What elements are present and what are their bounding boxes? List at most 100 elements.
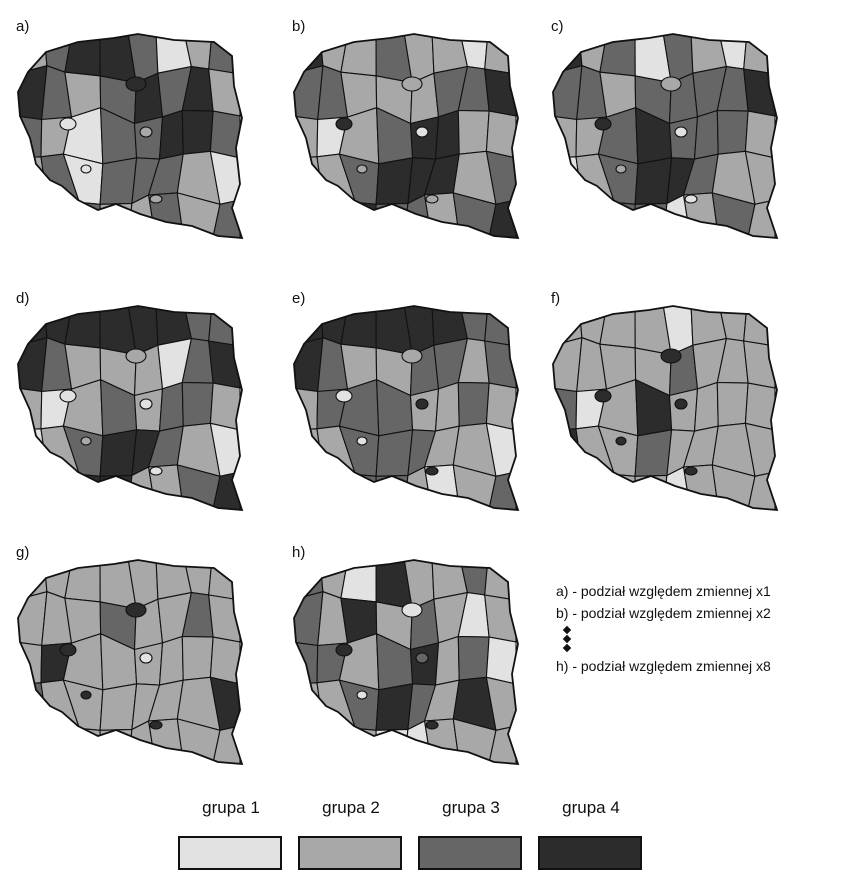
panel-label-d: d) xyxy=(14,290,32,307)
region-c-33 xyxy=(578,196,616,238)
map-d-svg xyxy=(17,305,244,512)
region-a-33 xyxy=(43,196,81,238)
panel-label-h: h) xyxy=(290,544,308,561)
country-outline-e xyxy=(293,305,520,512)
legend-swatch xyxy=(538,836,642,870)
map-panel-b: b) xyxy=(282,14,542,264)
region-h-2 xyxy=(340,560,377,603)
city-region-b-2 xyxy=(415,126,429,138)
city-region-a-3 xyxy=(149,194,163,204)
region-g-33 xyxy=(43,722,81,764)
city-region-g-4 xyxy=(80,690,92,700)
region-d-33 xyxy=(43,468,81,510)
region-f-7 xyxy=(743,306,776,347)
region-a-21 xyxy=(158,109,184,160)
city-region-g-0 xyxy=(125,602,147,618)
region-a-2 xyxy=(64,34,101,77)
region-h-32 xyxy=(294,722,324,764)
city-region-a-2 xyxy=(139,126,153,138)
city-region-c-1 xyxy=(594,117,612,131)
legend-label: grupa 2 xyxy=(322,798,380,817)
country-outline-c xyxy=(552,33,779,240)
region-e-21 xyxy=(434,381,460,432)
city-region-g-2 xyxy=(139,652,153,664)
city-region-b-1 xyxy=(335,117,353,131)
city-region-d-3 xyxy=(149,466,163,476)
map-panel-c: c) xyxy=(541,14,801,264)
city-region-g-3 xyxy=(149,720,163,730)
region-f-20 xyxy=(668,388,699,432)
legend-swatch xyxy=(418,836,522,870)
dot-icon xyxy=(562,625,572,635)
city-region-a-1 xyxy=(59,117,77,131)
region-b-32 xyxy=(294,196,324,238)
map-panel-a: a) xyxy=(6,14,266,264)
region-f-21 xyxy=(693,381,719,432)
region-a-27 xyxy=(99,157,138,205)
city-region-c-3 xyxy=(684,194,698,204)
variable-notes: a) - podział względem zmiennej x1 b) - p… xyxy=(556,580,852,677)
legend: grupa 1 grupa 2 grupa 3 grupa 4 xyxy=(172,798,652,878)
country-outline-b xyxy=(293,33,520,240)
city-region-b-4 xyxy=(356,164,368,174)
city-region-e-3 xyxy=(425,466,439,476)
panel-label-g: g) xyxy=(14,544,32,561)
legend-item-grupa-3: grupa 3 xyxy=(412,798,530,870)
region-e-7 xyxy=(484,306,517,347)
city-region-h-2 xyxy=(415,652,429,664)
legend-label: grupa 4 xyxy=(562,798,620,817)
legend-label: grupa 3 xyxy=(442,798,500,817)
dot-icon xyxy=(562,634,572,644)
map-panel-h: h) xyxy=(282,540,542,790)
region-e-27 xyxy=(375,429,414,477)
region-g-21 xyxy=(158,635,184,686)
region-e-2 xyxy=(340,306,377,349)
region-g-2 xyxy=(64,560,101,603)
region-d-21 xyxy=(158,381,184,432)
city-region-a-0 xyxy=(125,76,147,92)
note-line-b: b) - podział względem zmiennej x2 xyxy=(556,605,771,621)
city-region-f-2 xyxy=(674,398,688,410)
city-region-h-0 xyxy=(401,602,423,618)
map-panel-e: e) xyxy=(282,286,542,536)
region-c-7 xyxy=(743,34,776,75)
city-region-g-1 xyxy=(59,643,77,657)
legend-swatch xyxy=(298,836,402,870)
legend-swatch xyxy=(178,836,282,870)
legend-item-grupa-1: grupa 1 xyxy=(172,798,290,870)
note-line-h: h) - podział względem zmiennej x8 xyxy=(556,658,771,674)
panel-label-f: f) xyxy=(549,290,563,307)
region-c-22 xyxy=(716,109,749,155)
region-h-20 xyxy=(409,642,440,686)
city-region-c-4 xyxy=(615,164,627,174)
city-region-f-0 xyxy=(660,348,682,364)
city-region-d-0 xyxy=(125,348,147,364)
region-c-2 xyxy=(599,34,636,77)
country-outline-d xyxy=(17,305,244,512)
city-region-a-4 xyxy=(80,164,92,174)
region-b-2 xyxy=(340,34,377,77)
region-b-22 xyxy=(457,109,490,155)
region-a-22 xyxy=(181,109,214,155)
city-region-b-0 xyxy=(401,76,423,92)
region-h-27 xyxy=(375,683,414,731)
region-c-32 xyxy=(553,196,583,238)
legend-item-grupa-2: grupa 2 xyxy=(292,798,410,870)
country-outline-h xyxy=(293,559,520,766)
region-b-27 xyxy=(375,157,414,205)
region-f-33 xyxy=(578,468,616,510)
city-region-h-4 xyxy=(356,690,368,700)
panel-label-a: a) xyxy=(14,18,32,35)
city-region-e-0 xyxy=(401,348,423,364)
city-region-f-1 xyxy=(594,389,612,403)
map-g-svg xyxy=(17,559,244,766)
country-outline-a xyxy=(17,33,244,240)
region-h-22 xyxy=(457,635,490,681)
city-region-e-1 xyxy=(335,389,353,403)
region-d-22 xyxy=(181,381,214,427)
region-c-27 xyxy=(634,157,673,205)
region-c-21 xyxy=(693,109,719,160)
region-g-32 xyxy=(18,722,48,764)
region-f-32 xyxy=(553,468,583,510)
map-a-svg xyxy=(17,33,244,240)
